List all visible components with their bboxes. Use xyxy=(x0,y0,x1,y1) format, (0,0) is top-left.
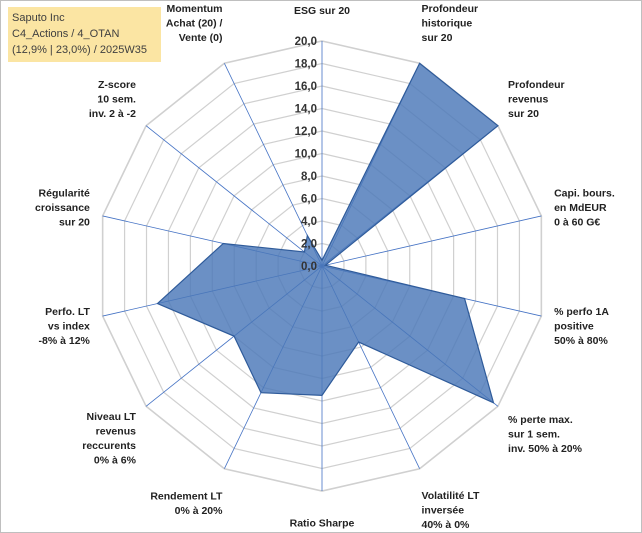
axis-label: Profondeur historique sur 20 xyxy=(422,3,479,44)
stock-name: Saputo Inc xyxy=(12,12,65,24)
axis-label: Niveau LT revenus reccurents 0% à 6% xyxy=(82,411,136,467)
axis-spoke xyxy=(145,125,323,267)
tick-label: 4,0 xyxy=(301,216,317,228)
axis-label: Profondeur revenus sur 20 xyxy=(508,79,565,120)
tick-label: 12,0 xyxy=(295,126,317,138)
tick-label: 20,0 xyxy=(295,36,317,48)
axis-label: Ratio Sharpe0 à 1 xyxy=(290,517,355,532)
tick-label: 8,0 xyxy=(301,171,317,183)
portfolio-path: C4_Actions / 4_OTAN xyxy=(12,28,120,40)
axis-label: NoteESG sur 20 xyxy=(294,1,350,17)
tick-label: 6,0 xyxy=(301,194,317,206)
axis-label: Perfo. LT vs index -8% à 12% xyxy=(39,306,91,347)
tick-labels: 0,0 2,0 4,0 6,0 8,0 10,0 12,0 14,0 16,0 18,0 20,0 xyxy=(295,36,317,273)
data-area xyxy=(156,62,499,404)
axis-label: % perte max. sur 1 sem. inv. 50% à 20% xyxy=(508,414,583,455)
axis-label: Régularité croissance sur 20 xyxy=(35,187,90,228)
axis-label: Capi. bours. en MdEUR 0 à 60 G€ xyxy=(554,187,615,228)
tick-label: 16,0 xyxy=(295,81,317,93)
tick-label: 2,0 xyxy=(301,239,317,251)
info-box: Saputo Inc C4_Actions / 4_OTAN (12,9% | … xyxy=(8,7,161,62)
axis-spoke xyxy=(224,63,323,267)
performance-week: (12,9% | 23,0%) / 2025W35 xyxy=(12,44,147,56)
tick-label: 14,0 xyxy=(295,104,317,116)
tick-label: 10,0 xyxy=(295,149,317,161)
tick-label: 0,0 xyxy=(301,261,317,273)
tick-label: 18,0 xyxy=(295,59,317,71)
axis-label: Volatilité LT inversée 40% à 0% xyxy=(422,490,481,531)
axis-label: Z-score 10 sem. inv. 2 à -2 xyxy=(89,79,136,120)
axis-label: Rendement LT 0% à 20% xyxy=(150,491,223,517)
axis-spoke xyxy=(321,215,542,267)
axis-label: Momentum Achat (20) / Vente (0) xyxy=(166,3,223,44)
axis-label: % perfo 1A positive 50% à 80% xyxy=(554,306,609,347)
